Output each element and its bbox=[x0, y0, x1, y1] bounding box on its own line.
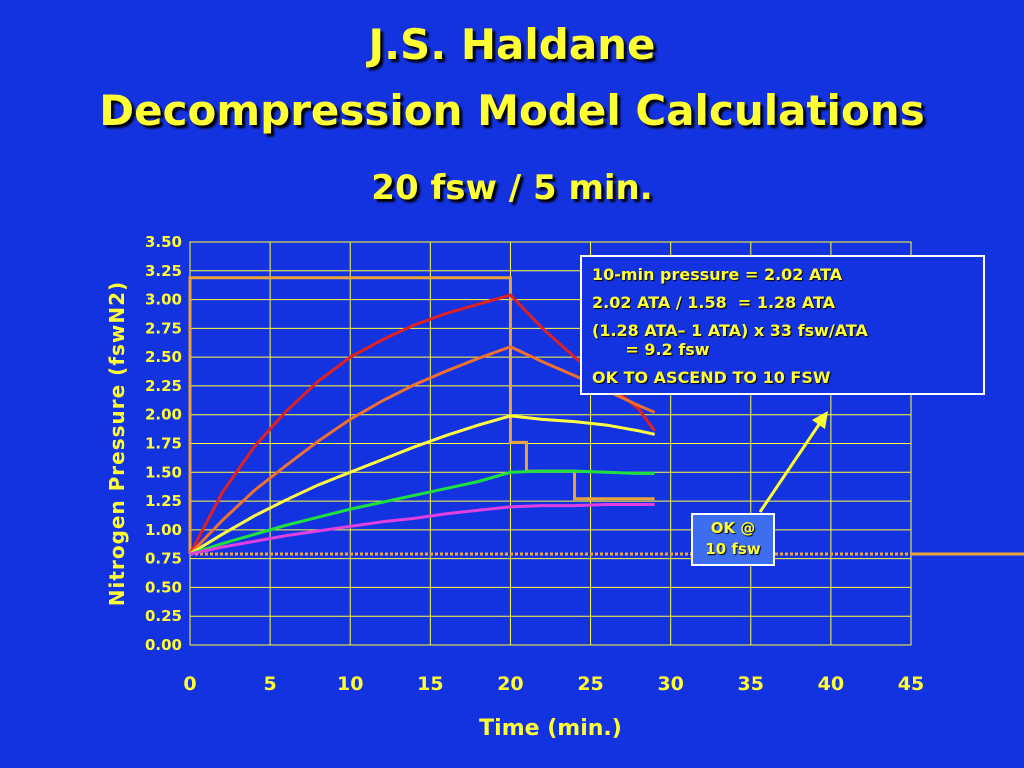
y-tick-label: 1.25 bbox=[145, 492, 182, 510]
annotation-arrow-shaft bbox=[758, 419, 824, 513]
y-tick-label: 3.50 bbox=[145, 233, 182, 251]
slide-title-line1: J.S. Haldane bbox=[368, 20, 656, 69]
ok-annotation-line1: OK @ bbox=[710, 519, 756, 537]
x-tick-label: 15 bbox=[417, 673, 443, 695]
y-tick-label: 0.75 bbox=[145, 550, 182, 568]
y-tick-label: 2.25 bbox=[145, 377, 182, 395]
y-tick-label: 0.00 bbox=[145, 636, 182, 654]
x-tick-label: 10 bbox=[337, 673, 363, 695]
y-tick-label: 2.50 bbox=[145, 348, 182, 366]
calculation-callout: 10-min pressure = 2.02 ATA 2.02 ATA / 1.… bbox=[580, 255, 985, 395]
x-tick-label: 5 bbox=[263, 673, 276, 695]
x-tick-label: 35 bbox=[738, 673, 764, 695]
y-tick-label: 1.75 bbox=[145, 435, 182, 453]
x-axis-title: Time (min.) bbox=[479, 716, 622, 741]
y-tick-label: 2.00 bbox=[145, 406, 182, 424]
y-tick-label: 0.25 bbox=[145, 607, 182, 625]
y-tick-label: 3.25 bbox=[145, 262, 182, 280]
series-line bbox=[189, 414, 655, 556]
series-line bbox=[189, 503, 655, 556]
callout-line: (1.28 ATA– 1 ATA) x 33 fsw/ATA = 9.2 fsw bbox=[592, 321, 868, 359]
y-axis-title: Nitrogen Pressure (fswN2) bbox=[105, 281, 129, 606]
ok-annotation-line2: 10 fsw bbox=[705, 540, 761, 558]
x-tick-label: 40 bbox=[818, 673, 844, 695]
x-tick-label: 45 bbox=[898, 673, 924, 695]
callout-line: OK TO ASCEND TO 10 FSW bbox=[592, 368, 831, 387]
series-line bbox=[188, 276, 655, 555]
callout-line: 2.02 ATA / 1.58 = 1.28 ATA bbox=[592, 293, 836, 312]
y-tick-label: 3.00 bbox=[145, 291, 182, 309]
x-tick-label: 30 bbox=[657, 673, 683, 695]
x-tick-label: 0 bbox=[183, 673, 196, 695]
annotation-arrowhead bbox=[812, 411, 828, 429]
y-tick-label: 2.75 bbox=[145, 319, 182, 337]
callout-line: 10-min pressure = 2.02 ATA bbox=[592, 265, 843, 284]
x-tick-label: 20 bbox=[497, 673, 523, 695]
slide-title-line2: Decompression Model Calculations bbox=[99, 86, 925, 135]
y-tick-label: 1.00 bbox=[145, 521, 182, 539]
series-line bbox=[189, 469, 655, 556]
slide-subtitle: 20 fsw / 5 min. bbox=[371, 168, 653, 208]
x-tick-label: 25 bbox=[577, 673, 603, 695]
y-tick-label: 1.50 bbox=[145, 463, 182, 481]
y-tick-label: 0.50 bbox=[145, 578, 182, 596]
ok-annotation-box: OK @ 10 fsw bbox=[691, 513, 775, 566]
